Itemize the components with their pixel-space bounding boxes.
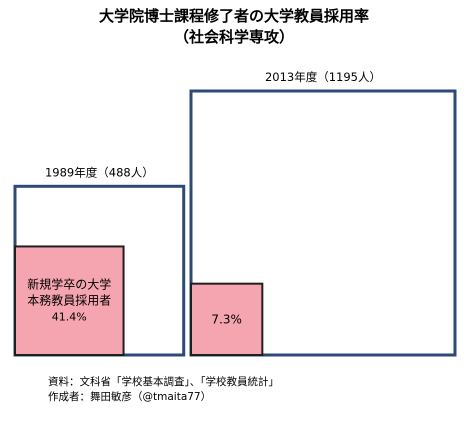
chart-title-line1: 大学院博士課程修了者の大学教員採用率 <box>98 7 369 25</box>
group-label-2013年度: 2013年度（1195人） <box>265 70 381 84</box>
hired-label-1989年度-1: 本務教員採用者 <box>27 293 111 308</box>
source-note: 資料：文科省「学校基本調査」、「学校教員統計」 <box>48 376 279 388</box>
author-note: 作成者：舞田敏彦（@tmaita77） <box>48 391 212 403</box>
chart-notes: 資料：文科省「学校基本調査」、「学校教員統計」 作成者：舞田敏彦（@tmaita… <box>48 375 279 405</box>
hired-label-1989年度-0: 新規学卒の大学 <box>27 277 111 292</box>
hired-square-1989年度 <box>14 245 125 356</box>
chart-title: 大学院博士課程修了者の大学教員採用率 （社会科学専攻） <box>0 6 468 48</box>
group-label-1989年度: 1989年度（488人） <box>45 165 154 179</box>
hired-square-2013年度 <box>190 282 264 357</box>
hired-label-2013年度-0: 7.3% <box>211 312 242 326</box>
chart-subtitle: （社会科学専攻） <box>173 28 294 46</box>
hired-label-1989年度-2: 41.4% <box>52 311 87 324</box>
